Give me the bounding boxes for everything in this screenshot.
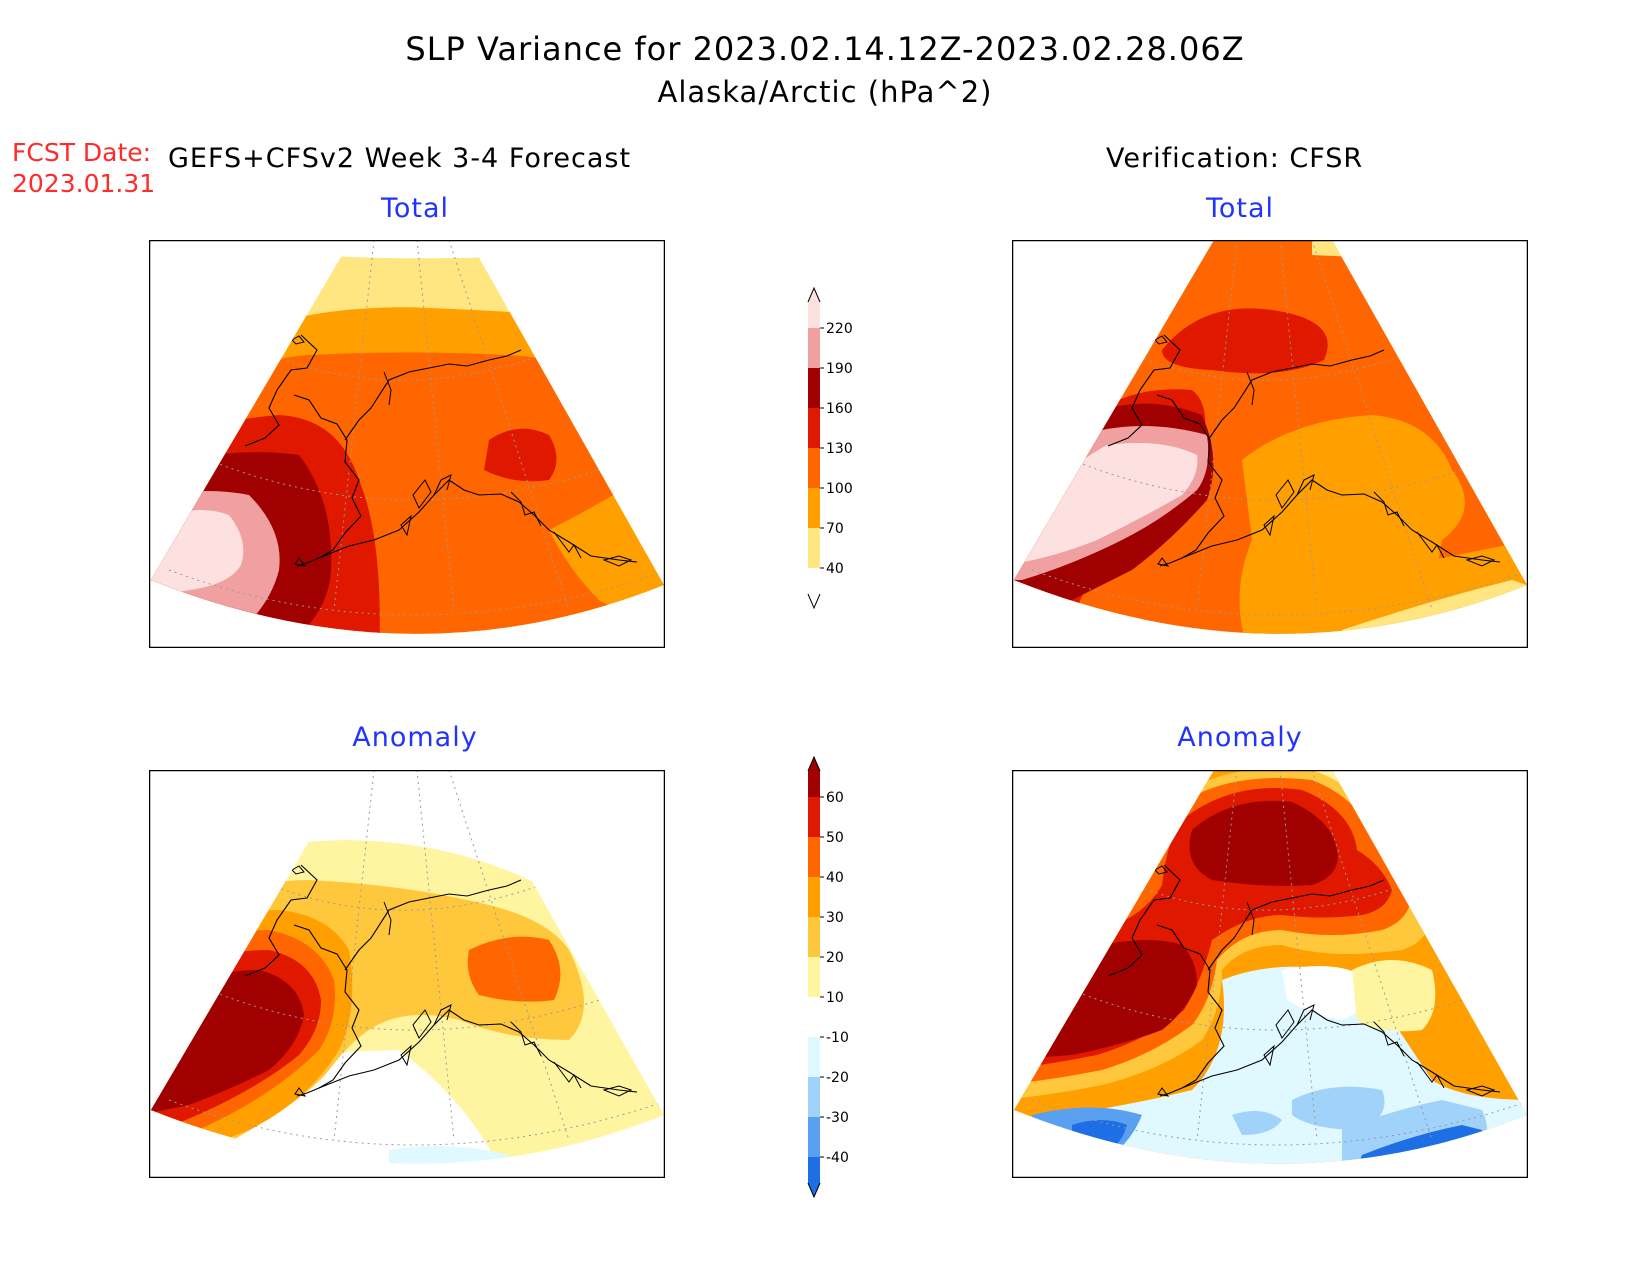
verification-total-map	[1012, 240, 1528, 648]
total-colorbar-swatch	[808, 288, 820, 328]
verification-anomaly-title: Anomaly	[1177, 722, 1303, 753]
total-colorbar-swatch	[808, 328, 820, 368]
anomaly-colorbar-label: 20	[826, 950, 844, 966]
forecast-column-title: GEFS+CFSv2 Week 3-4 Forecast	[168, 143, 632, 174]
forecast-date-block: FCST Date: 2023.01.31	[12, 137, 155, 199]
anomaly-colorbar-swatch	[808, 1117, 820, 1157]
total-colorbar-label: 100	[826, 481, 853, 497]
total-colorbar-label: 130	[826, 441, 853, 457]
anomaly-colorbar-label: 30	[826, 910, 844, 926]
main-title: SLP Variance for 2023.02.14.12Z-2023.02.…	[405, 30, 1245, 68]
anomaly-colorbar-swatch	[808, 917, 820, 957]
total-colorbar-swatch	[808, 568, 820, 608]
total-colorbar-swatch	[808, 528, 820, 568]
forecast-anomaly-map	[149, 770, 665, 1178]
verification-column-title: Verification: CFSR	[1106, 143, 1364, 174]
anomaly-colorbar-label: 40	[826, 870, 844, 886]
forecast-anomaly-title: Anomaly	[352, 722, 478, 753]
anomaly-colorbar-swatch	[808, 997, 820, 1037]
total-colorbar-label: 70	[826, 521, 844, 537]
total-colorbar-label: 220	[826, 321, 853, 337]
anomaly-colorbar-label: -40	[826, 1150, 849, 1166]
verification-total-title: Total	[1205, 193, 1275, 224]
main-subtitle: Alaska/Arctic (hPa^2)	[657, 75, 993, 109]
anomaly-colorbar-label: 50	[826, 830, 844, 846]
anomaly-colorbar-swatch	[808, 1037, 820, 1077]
anomaly-colorbar-outline	[807, 755, 821, 1199]
anomaly-colorbar-swatch	[808, 757, 820, 797]
verification-anomaly-map	[1012, 770, 1528, 1178]
total-colorbar-label: 190	[826, 361, 853, 377]
total-colorbar-swatch	[808, 488, 820, 528]
total-colorbar-swatch	[808, 368, 820, 408]
forecast-total-title: Total	[380, 193, 450, 224]
anomaly-colorbar-label: -30	[826, 1110, 849, 1126]
total-colorbar-swatch	[808, 408, 820, 448]
total-colorbar-outline	[807, 286, 821, 610]
anomaly-colorbar-swatch	[808, 957, 820, 997]
anomaly-colorbar-label: 60	[826, 790, 844, 806]
anomaly-colorbar-swatch	[808, 1077, 820, 1117]
anomaly-colorbar-swatch	[808, 797, 820, 837]
anomaly-colorbar: 60 50 40 30 20 10 -10 -20 -30 -40	[807, 755, 849, 1199]
total-colorbar-swatch	[808, 448, 820, 488]
forecast-date-label: FCST Date:	[12, 138, 152, 167]
anomaly-colorbar-swatch	[808, 877, 820, 917]
anomaly-colorbar-label: -10	[826, 1030, 849, 1046]
anomaly-colorbar-swatch	[808, 837, 820, 877]
total-colorbar-label: 160	[826, 401, 853, 417]
total-colorbar: 220 190 160 130 100 70 40	[807, 286, 853, 610]
total-colorbar-label: 40	[826, 561, 844, 577]
anomaly-colorbar-swatch	[808, 1157, 820, 1197]
anomaly-colorbar-label: 10	[826, 990, 844, 1006]
forecast-total-map	[149, 240, 665, 648]
forecast-date-value: 2023.01.31	[12, 169, 156, 198]
anomaly-colorbar-label: -20	[826, 1070, 849, 1086]
